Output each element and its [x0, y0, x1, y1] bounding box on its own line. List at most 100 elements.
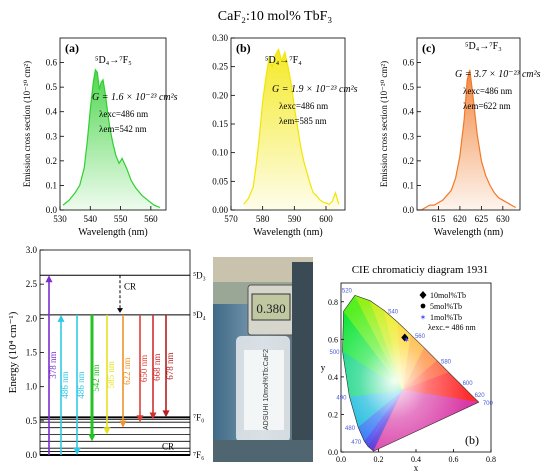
spectrum-panel-b: 570 580 590 600 0.00 0.05 0.10 0.15 0.20 0.25 0.30…	[212, 33, 357, 238]
y-tick-label-c: 0.3	[403, 131, 415, 141]
y-tick-label-b: 0.25	[212, 62, 228, 72]
panel-label-a: (a)	[65, 41, 79, 55]
cie-x-tick-label: 0.6	[449, 455, 459, 464]
cie-locus-label: 620	[475, 393, 486, 399]
y-tick-label-b: 0.10	[212, 148, 228, 158]
y-tick-label-b: 0.20	[212, 90, 228, 100]
transition-label: 378 nm	[48, 352, 58, 379]
transition-label: 678 nm	[165, 353, 175, 380]
emission-annotation-a: λem=542 nm	[99, 124, 147, 134]
excitation-annotation-a: λexc=486 nm	[99, 109, 148, 119]
y-tick-label-a: 0.3	[46, 131, 58, 141]
excitation-annotation-c: λexc=486 nm	[463, 86, 512, 96]
transition-arrow-head	[88, 434, 96, 442]
energy-frame	[39, 249, 191, 456]
y-axis-label-a: Emission cross section (10⁻²⁰ cm²)	[22, 61, 32, 187]
cie-x-tick-label: 0.0	[336, 455, 346, 464]
cie-locus-label: 470	[351, 440, 362, 446]
y-tick-label-c: 0.5	[403, 82, 415, 92]
energy-level-label: ⁷F₀	[193, 412, 204, 422]
transition-arrow-head	[45, 275, 53, 283]
cie-x-tick-label: 0.2	[374, 455, 384, 464]
spectrum-panel-c: 615 620 625 630 0.0 0.1 0.2 0.3 0.4 0.5 0.6 Wavelen…	[379, 37, 541, 238]
gain-annotation-c: G = 3.7 × 10⁻²³ cm²s	[455, 69, 541, 80]
cie-gamut	[342, 295, 480, 452]
energy-y-tick-label: 0.0	[26, 450, 38, 460]
x-tick-label-b: 600	[319, 214, 333, 224]
spectrum-line-a	[62, 68, 161, 209]
x-tick-label-c: 630	[496, 214, 510, 224]
spectrum-area-c	[421, 69, 516, 211]
cie-x-tick-label: 0.4	[411, 455, 421, 464]
spectrum-line-b	[243, 47, 340, 205]
cie-y-tick-label: 0.8	[328, 298, 338, 307]
energy-y-axis-label: Energy (10⁴ cm⁻¹)	[7, 311, 19, 393]
y-tick-label-c: 0.4	[403, 107, 415, 117]
cie-locus-label: 600	[463, 381, 474, 387]
x-axis-label-b: Wavelength (nm)	[253, 227, 322, 238]
transition-arrow-head	[103, 427, 111, 435]
transition-label-a: ⁵D₄→⁷F₅	[95, 55, 132, 66]
energy-level-label: ⁷F₆	[193, 450, 204, 460]
y-tick-label-a: 0.0	[46, 205, 58, 215]
transition-label: 650 nm	[139, 355, 149, 382]
transition-arrow-head	[136, 415, 144, 423]
y-tick-label-c: 0.1	[403, 180, 414, 190]
cie-excitation-annotation: λexc.= 486 nm	[428, 323, 476, 332]
x-axis-label-a: Wavelength (nm)	[78, 227, 147, 238]
legend-marker: ✶	[420, 313, 427, 322]
y-tick-label-b: 0.15	[212, 119, 228, 129]
transition-label: 668 nm	[152, 354, 162, 381]
y-tick-label-c: 0.0	[403, 205, 415, 215]
cie-locus-label: 480	[345, 426, 356, 432]
cie-y-tick-label: 0.4	[328, 373, 338, 382]
y-tick-label-b: 0.00	[212, 205, 228, 215]
spectrum-area-b	[243, 49, 339, 210]
sample-label: ADSUHI 10mol%Tb:CaF2	[263, 349, 270, 430]
y-tick-label-a: 0.5	[46, 82, 58, 92]
cr-label-bottom: CR	[162, 442, 174, 452]
transition-label-c: ⁵D₄→⁷F₃	[465, 41, 502, 52]
legend-label: 10mol%Tb	[430, 291, 466, 300]
spectrum-line-c	[420, 69, 516, 211]
energy-y-tick-label: 1.0	[26, 382, 38, 392]
transition-arrow-head	[73, 448, 81, 455]
y-tick-label-a: 0.2	[46, 156, 57, 166]
legend-label: 1mol%Tb	[430, 313, 462, 322]
cie-locus-label: 560	[415, 334, 426, 340]
legend-label: 5mol%Tb	[430, 302, 462, 311]
cie-locus-label: 490	[336, 396, 347, 402]
x-tick-label-a: 540	[84, 214, 98, 224]
energy-y-tick-label: 1.5	[26, 348, 38, 358]
y-tick-label-b: 0.30	[212, 33, 228, 43]
emission-annotation-c: λem=622 nm	[463, 101, 511, 111]
plot-frame-c	[416, 37, 521, 211]
cie-diagram-panel: CIE chromaticiy diagram 1931 0.0 0.2 0.4 0.6…	[321, 264, 496, 473]
energy-level-label: ⁵D₄	[193, 310, 206, 320]
energy-y-tick-label: 0.5	[26, 416, 38, 426]
cie-y-axis-label: y	[321, 363, 326, 373]
legend-marker	[420, 303, 426, 309]
x-tick-label-a: 530	[53, 214, 67, 224]
sample-photo: 0.380 ADSUHI 10mol%Tb:CaF2	[213, 257, 313, 462]
panel-label-b: (b)	[236, 41, 251, 55]
x-tick-label-b: 590	[288, 214, 302, 224]
transition-label: 622 nm	[122, 358, 132, 385]
spectrum-area-a	[63, 69, 160, 211]
cie-locus-label: 520	[342, 288, 353, 294]
figure-title: CaF₂:10 mol% TbF₃	[218, 9, 333, 24]
cie-point	[403, 335, 409, 341]
spectrum-panel-a: 530 540 550 560 0.0 0.1 0.2 0.3 0.4 0.5 0.6 Wavelen…	[22, 37, 178, 238]
legend-marker	[419, 291, 427, 299]
x-tick-label-b: 580	[256, 214, 270, 224]
caliper-display: 0.380	[256, 301, 285, 316]
transition-label: 486 nm	[76, 371, 86, 398]
cr-label: CR	[124, 282, 136, 292]
transition-label: 585 nm	[106, 361, 116, 388]
gain-annotation-a: G = 1.6 × 10⁻²³ cm²s	[92, 92, 178, 103]
cie-panel-label: (b)	[465, 433, 479, 447]
cie-locus-label: 580	[441, 360, 452, 366]
energy-level-diagram: 0.0 0.5 1.0 1.5 2.0 2.5 3.0 Energy (10⁴ cm⁻¹) ⁵D…	[7, 245, 206, 460]
cr-arrow-head	[117, 308, 123, 313]
